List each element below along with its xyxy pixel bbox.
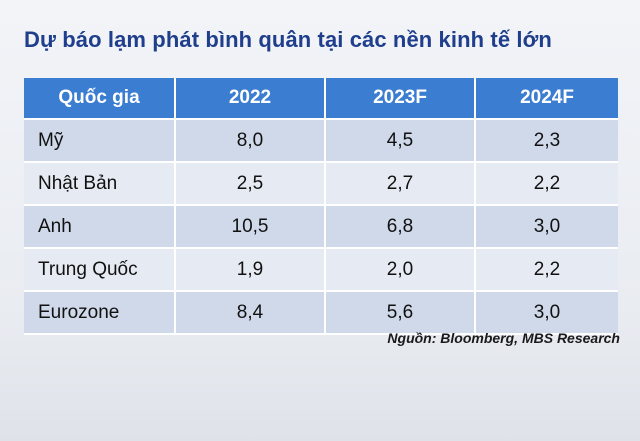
value-2023f-cell: 4,5: [326, 120, 476, 161]
value-2022-cell: 1,9: [176, 249, 326, 290]
header-2022: 2022: [176, 78, 326, 118]
value-2024f-cell: 2,3: [533, 129, 561, 151]
value-2022-cell: 2,5: [176, 163, 326, 204]
header-2023f: 2023F: [326, 78, 476, 118]
value-2024f-cell: 3,0: [533, 215, 561, 237]
table-row: Eurozone 8,4 5,6 3,0: [24, 292, 618, 335]
country-cell: Mỹ: [24, 120, 176, 161]
value-2022-cell: 8,4: [176, 292, 326, 333]
table-row: Mỹ 8,0 4,5 2,3: [24, 120, 618, 163]
value-2024f-cell: 2,2: [533, 258, 561, 280]
value-2024f-cell: 3,0: [533, 301, 561, 323]
value-2023f-cell: 2,0: [326, 249, 476, 290]
country-cell: Eurozone: [24, 292, 176, 333]
table-row: Anh 10,5 6,8 3,0: [24, 206, 618, 249]
value-2023f-cell: 2,7: [326, 163, 476, 204]
table-row: Nhật Bản 2,5 2,7 2,2: [24, 163, 618, 206]
country-cell: Trung Quốc: [24, 249, 176, 290]
inflation-table: Quốc gia 2022 2023F 2024F Mỹ 8,0 4,5 2,3…: [24, 78, 618, 335]
country-cell: Nhật Bản: [24, 163, 176, 204]
page-title: Dự báo lạm phát bình quân tại các nền ki…: [24, 27, 552, 52]
value-2023f-cell: 5,6: [326, 292, 476, 333]
header-2024f: 2024F: [520, 87, 574, 108]
table-header-row: Quốc gia 2022 2023F 2024F: [24, 78, 618, 120]
country-cell: Anh: [24, 206, 176, 247]
source-note: Nguồn: Bloomberg, MBS Research: [387, 330, 620, 346]
value-2023f-cell: 6,8: [326, 206, 476, 247]
header-country: Quốc gia: [24, 78, 176, 118]
value-2024f-cell: 2,2: [533, 172, 561, 194]
value-2022-cell: 8,0: [176, 120, 326, 161]
table-row: Trung Quốc 1,9 2,0 2,2: [24, 249, 618, 292]
value-2022-cell: 10,5: [176, 206, 326, 247]
